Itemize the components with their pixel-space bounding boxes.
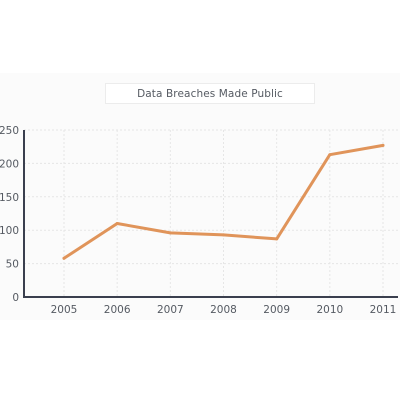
x-tick-label: 2010 <box>316 304 343 316</box>
data-point <box>328 153 332 157</box>
y-tick-label: 150 <box>0 192 19 204</box>
y-tick-label: 100 <box>0 225 19 237</box>
y-tick-label: 250 <box>0 125 19 137</box>
y-tick-labels: 0 50 100 150 200 250 <box>0 125 19 304</box>
chart-title: Data Breaches Made Public <box>105 83 315 104</box>
x-tick-label: 2006 <box>104 304 131 316</box>
x-tick-labels: 2005 2006 2007 2008 2009 2010 2011 <box>51 304 397 316</box>
grid-lines <box>24 129 398 297</box>
x-tick-label: 2007 <box>157 304 184 316</box>
x-tick-label: 2011 <box>370 304 397 316</box>
x-tick-label: 2009 <box>263 304 290 316</box>
data-point <box>381 143 385 147</box>
series-group <box>62 143 385 260</box>
data-point <box>168 231 172 235</box>
data-point <box>62 256 66 260</box>
x-tick-label: 2008 <box>210 304 237 316</box>
x-tick-label: 2005 <box>51 304 78 316</box>
axes <box>23 130 398 298</box>
y-tick-label: 50 <box>6 259 19 271</box>
data-point <box>115 222 119 226</box>
data-point <box>222 233 225 237</box>
y-tick-label: 200 <box>0 158 19 170</box>
data-point <box>275 237 279 241</box>
y-tick-label: 0 <box>12 292 19 304</box>
